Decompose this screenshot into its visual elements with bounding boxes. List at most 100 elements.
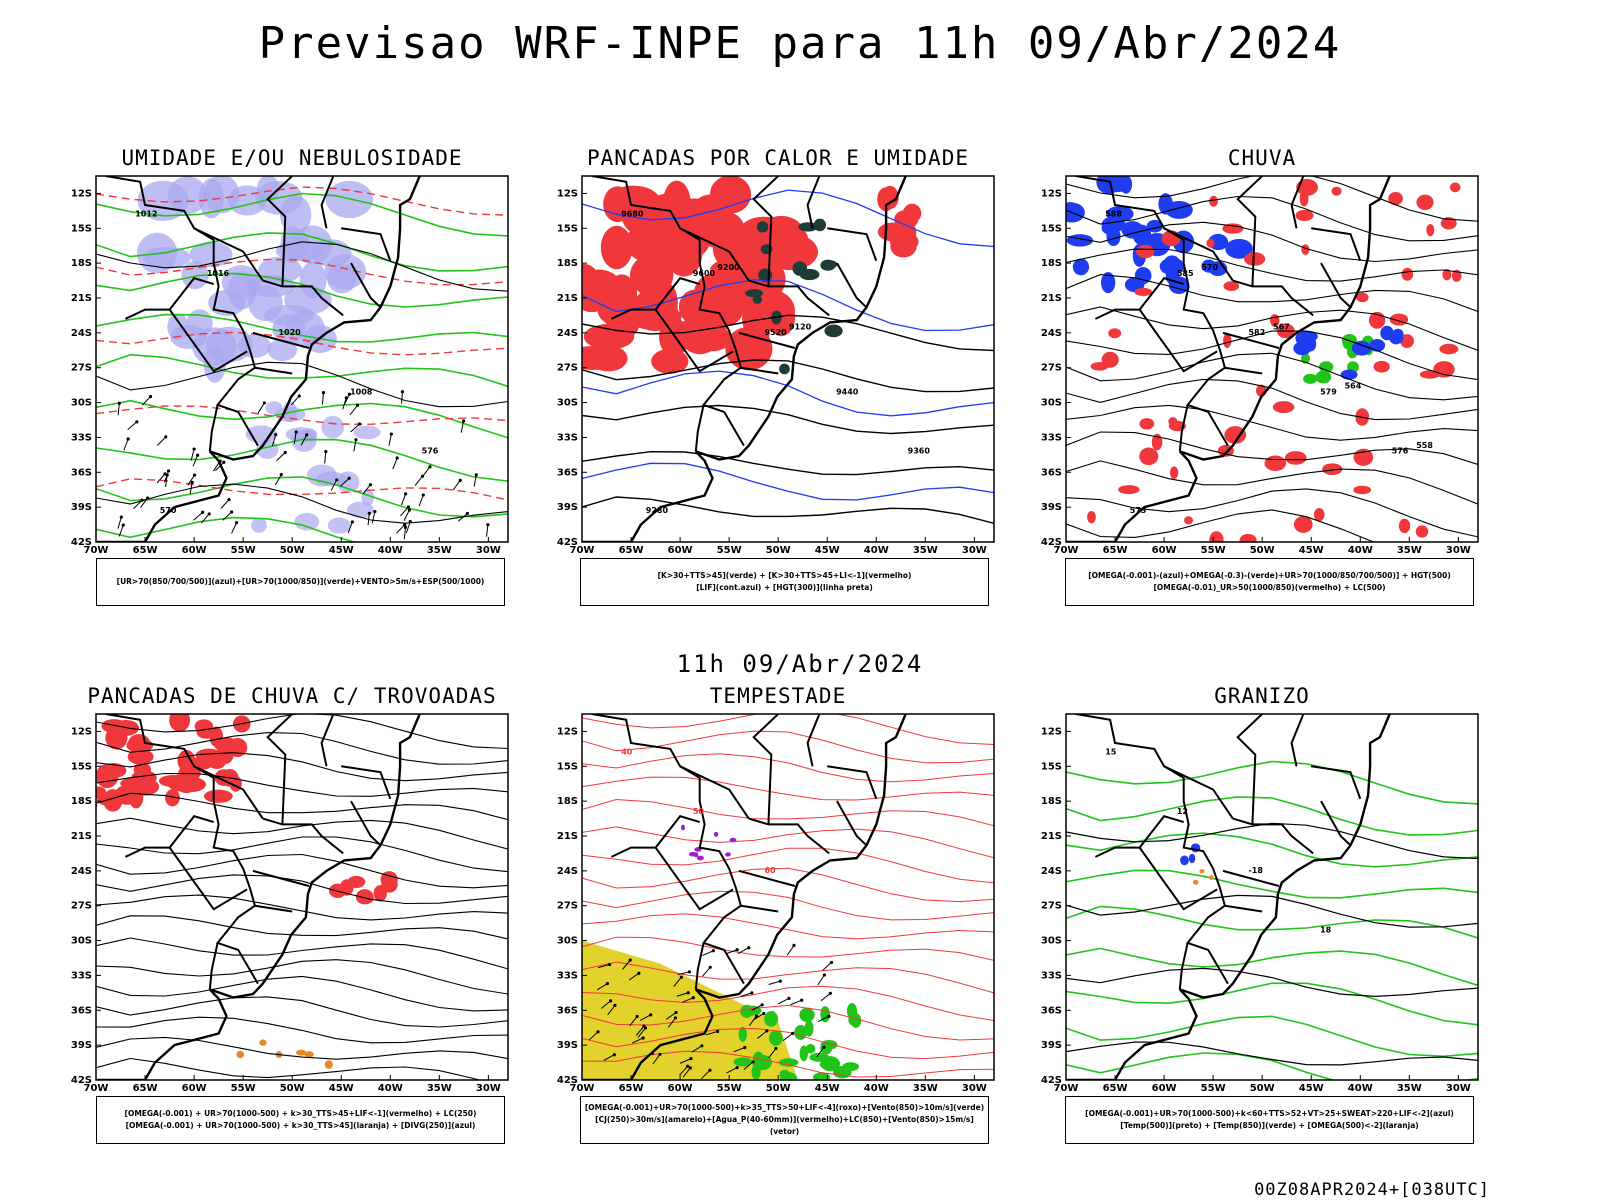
wind-vector-head bbox=[643, 1026, 648, 1030]
rain-area bbox=[1264, 455, 1287, 471]
wind-vector-head bbox=[166, 469, 171, 473]
state-border bbox=[1290, 176, 1305, 229]
wind-vector-head bbox=[465, 511, 469, 516]
wind-vector bbox=[396, 524, 406, 534]
convective-area bbox=[820, 259, 836, 271]
wind-vector-head bbox=[628, 958, 632, 962]
geopotential-contour bbox=[1066, 352, 1478, 401]
legend-line: [OMEGA(-0.001)+UR>70(1000-500)+k>35_TTS>… bbox=[584, 1103, 985, 1112]
state-border bbox=[1138, 815, 1184, 849]
panel-title: CHUVA bbox=[1227, 146, 1297, 170]
lon-tick-label: 65W bbox=[1103, 545, 1128, 554]
wind-vector bbox=[667, 1017, 676, 1028]
lon-tick-label: 35W bbox=[427, 1083, 452, 1092]
strong-omega-area bbox=[1318, 361, 1334, 373]
wind-vector bbox=[340, 477, 350, 487]
state-border bbox=[679, 765, 750, 820]
lat-tick-label: 30S bbox=[1041, 936, 1062, 947]
wind-vector-head bbox=[207, 512, 211, 516]
wind-vector bbox=[349, 404, 358, 416]
humidity-high-area bbox=[167, 176, 208, 215]
convective-area bbox=[756, 221, 769, 233]
contour-label: 579 bbox=[1320, 387, 1337, 396]
panel-title: TEMPESTADE bbox=[709, 684, 847, 708]
lat-tick-label: 39S bbox=[1041, 1040, 1062, 1051]
lat-tick-label: 12S bbox=[71, 188, 92, 199]
lon-tick-label: 70W bbox=[84, 1083, 109, 1092]
coastline bbox=[96, 714, 421, 1080]
state-border bbox=[1163, 227, 1234, 282]
lon-tick-label: 65W bbox=[619, 1083, 644, 1092]
streamline-contour bbox=[96, 853, 508, 889]
state-border bbox=[320, 176, 335, 229]
wind-850-area bbox=[766, 1011, 778, 1027]
wind-vector-head bbox=[462, 419, 466, 423]
lat-tick-label: 30S bbox=[557, 398, 578, 409]
thunderstorm-area bbox=[103, 789, 123, 812]
wind-vector bbox=[257, 402, 265, 414]
wind-vector-head bbox=[787, 996, 791, 1000]
wind-vector-head bbox=[164, 435, 168, 439]
state-border bbox=[1163, 765, 1234, 820]
wind-vector-head bbox=[428, 465, 432, 469]
omega-area bbox=[1165, 200, 1193, 219]
wind-vector bbox=[677, 971, 690, 976]
wind-vector bbox=[300, 434, 308, 446]
rain-area bbox=[1168, 417, 1178, 426]
state-border bbox=[341, 765, 392, 800]
wind-vector-head bbox=[829, 960, 834, 965]
state-border bbox=[806, 714, 821, 767]
wind-vector bbox=[141, 396, 151, 406]
lon-tick-label: 30W bbox=[962, 545, 987, 554]
wind-vector bbox=[321, 392, 324, 405]
state-border bbox=[1178, 404, 1189, 452]
legend-line: [OMEGA(-0.001)-(azul)+OMEGA(-0.3)-(verde… bbox=[1088, 571, 1451, 580]
lon-tick-label: 40W bbox=[864, 1083, 889, 1092]
geopotential-contour bbox=[582, 496, 994, 524]
wind-vector bbox=[705, 1030, 718, 1036]
lat-tick-label: 12S bbox=[1041, 188, 1062, 199]
legend-line: [OMEGA(-0.01)_UR>50(1000/850)(vermelho) … bbox=[1153, 583, 1386, 592]
thunderstorm-area bbox=[101, 719, 127, 733]
lat-tick-label: 39S bbox=[557, 1040, 578, 1051]
thunderstorm-orange-area bbox=[324, 1060, 333, 1069]
geopotential-contour bbox=[1066, 248, 1478, 282]
wind-850-area bbox=[813, 1072, 831, 1080]
wind-vector-head bbox=[608, 999, 613, 1003]
wind-vector-head bbox=[708, 965, 712, 969]
wind-vector-head bbox=[347, 392, 351, 396]
wind-vector bbox=[222, 511, 232, 521]
precipitable-water-contour bbox=[582, 826, 994, 859]
wind-vector-head bbox=[403, 522, 407, 527]
instability-area bbox=[889, 231, 919, 252]
wind-vector bbox=[679, 1058, 692, 1064]
contour-label: 558 bbox=[1416, 441, 1433, 450]
wind-vector bbox=[751, 1004, 763, 1011]
contour-label: 9440 bbox=[836, 387, 859, 396]
wind-vector bbox=[342, 397, 347, 410]
lat-tick-label: 27S bbox=[557, 363, 578, 374]
panel-legend: [UR>70(850/700/500)](azul)+[UR>70(1000/8… bbox=[96, 558, 505, 606]
rain-area bbox=[1118, 485, 1140, 495]
thunderstorm-area bbox=[373, 885, 387, 902]
wind-vector-head bbox=[792, 943, 796, 948]
lat-tick-label: 27S bbox=[557, 901, 578, 912]
map-chuva: 588 585 582 579 576 573 570 567 564 558 12S 15S 18S 2… bbox=[1041, 175, 1479, 554]
state-border bbox=[1222, 331, 1280, 349]
wind-vector bbox=[486, 524, 489, 537]
wind-vector-head bbox=[262, 401, 267, 405]
lat-tick-label: 42S bbox=[557, 537, 578, 548]
state-border bbox=[266, 714, 293, 825]
legend-line: [OMEGA(-0.001)+UR>70(1000-500)+k<60+TTS>… bbox=[1085, 1109, 1454, 1118]
lon-tick-label: 30W bbox=[476, 545, 501, 554]
wind-vector bbox=[652, 1053, 661, 1065]
map-content: 588 585 582 579 576 573 570 567 564 558 bbox=[1066, 176, 1478, 542]
lat-tick-label: 42S bbox=[1041, 1075, 1062, 1086]
streamline-contour bbox=[96, 817, 508, 850]
wind-vector-head bbox=[222, 460, 226, 464]
precipitable-water-contour bbox=[582, 890, 994, 921]
strong-omega-area bbox=[1315, 370, 1332, 384]
hail-area bbox=[1188, 853, 1196, 864]
contour-label: -18 bbox=[1248, 866, 1263, 875]
wind-vector bbox=[271, 434, 277, 447]
